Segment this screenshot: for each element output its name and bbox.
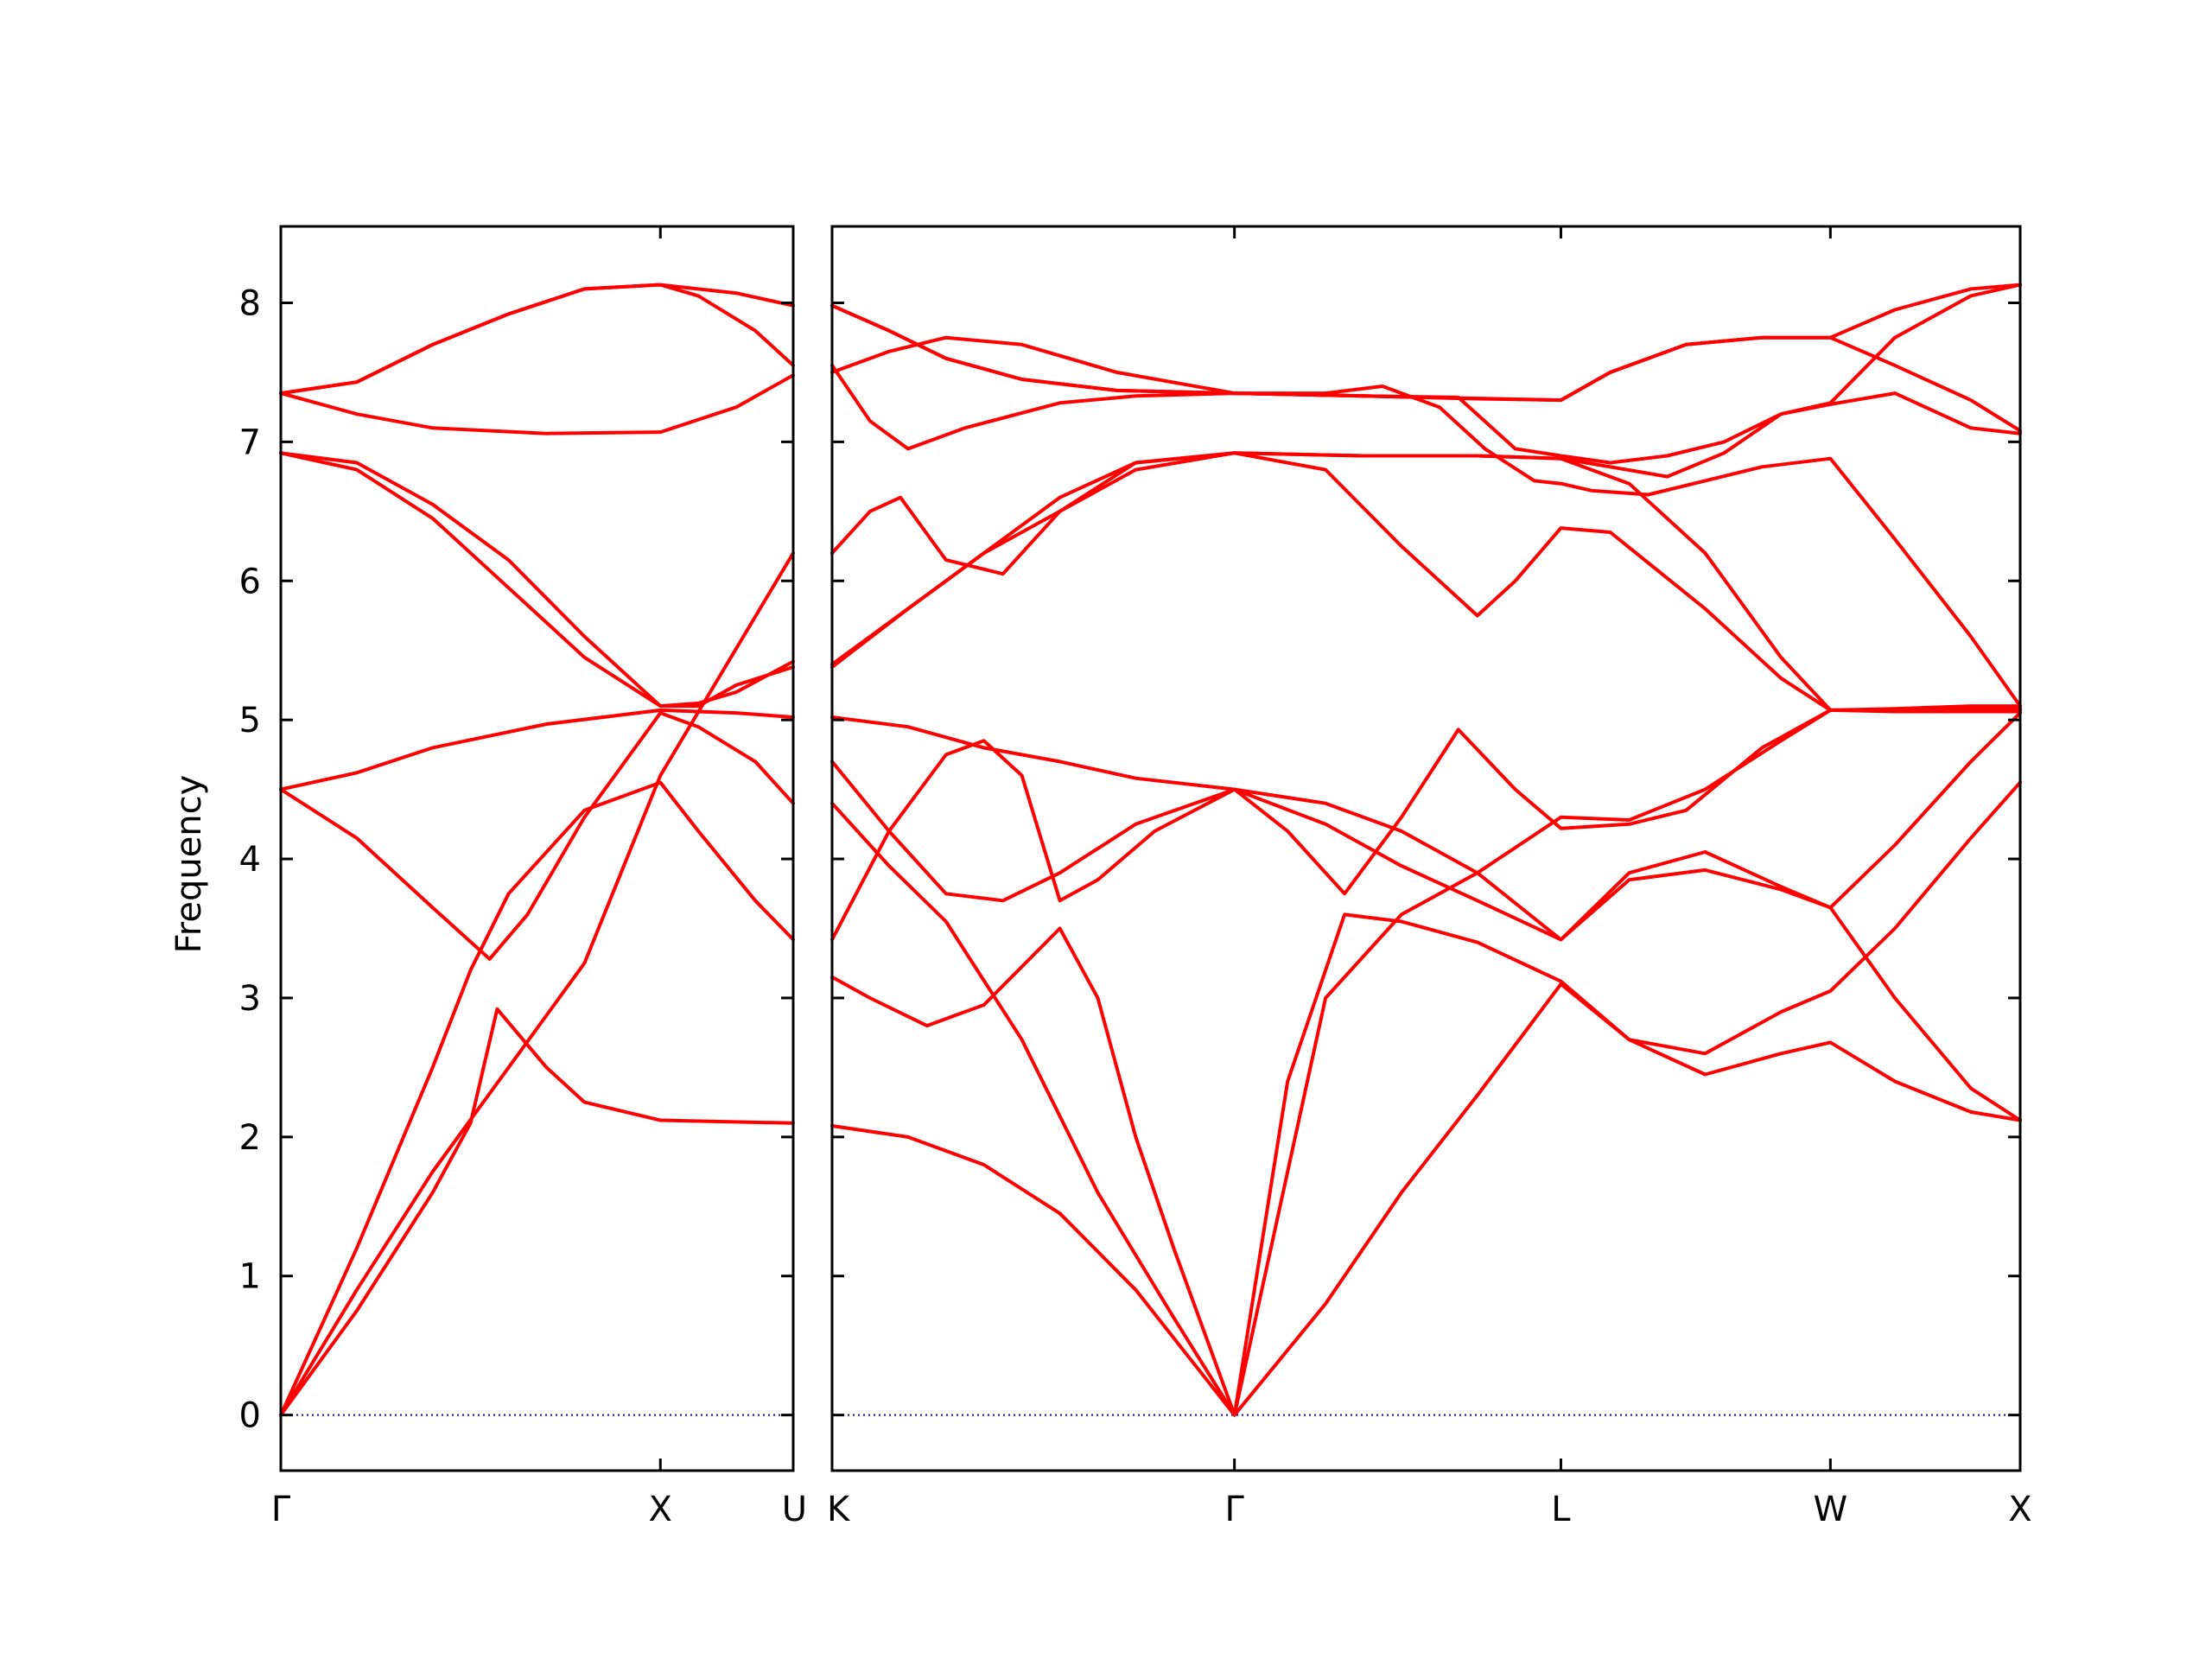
x-path-label-right-4: X <box>2008 1490 2031 1529</box>
x-path-label-right-0: K <box>827 1490 851 1529</box>
y-axis-ticks: 0 1 2 3 4 5 6 7 8 <box>239 283 261 1435</box>
band-left-5 <box>279 451 795 709</box>
y-tick-label-6: 6 <box>239 562 261 601</box>
x-path-label-left-0: Γ <box>271 1490 291 1529</box>
x-path-label-left-1: X <box>649 1490 672 1529</box>
band-left-3 <box>279 711 795 961</box>
band-left-4 <box>279 708 795 791</box>
band-right-5 <box>830 711 2022 942</box>
plot-frame-left <box>279 225 795 1472</box>
band-left-0 <box>279 551 795 1417</box>
x-path-label-right-1: Γ <box>1225 1490 1245 1529</box>
y-tick-label-5: 5 <box>239 701 261 741</box>
band-right-11 <box>830 283 2022 465</box>
y-axis-label: Frequency <box>169 775 209 954</box>
band-right-8 <box>830 391 2022 666</box>
band-right-1 <box>830 780 2022 1417</box>
band-left-6 <box>279 451 795 709</box>
y-tick-label-1: 1 <box>239 1257 261 1297</box>
y-tick-label-2: 2 <box>239 1118 261 1158</box>
y-tick-label-3: 3 <box>239 979 261 1019</box>
band-left-7 <box>279 373 795 435</box>
x-path-label-right-2: L <box>1551 1490 1571 1529</box>
band-left-9 <box>279 283 795 396</box>
band-left-2 <box>279 780 795 1417</box>
x-path-label-left-2: U <box>782 1490 807 1529</box>
band-right-3 <box>830 704 2022 1417</box>
x-path-label-right-3: W <box>1814 1490 1848 1529</box>
band-right-4 <box>830 760 2022 1122</box>
band-right-12 <box>830 283 2022 403</box>
band-right-0 <box>830 982 2022 1417</box>
y-tick-label-8: 8 <box>239 283 261 323</box>
y-tick-label-0: 0 <box>239 1396 261 1436</box>
plot-frame-right <box>830 225 2022 1472</box>
band-right-6 <box>830 451 2022 712</box>
band-right-10 <box>830 335 2022 709</box>
band-right-2 <box>830 708 2022 942</box>
y-tick-label-4: 4 <box>239 840 261 880</box>
band-left-8 <box>279 283 795 396</box>
band-left-1 <box>279 1007 795 1417</box>
band-right-7 <box>830 451 2022 714</box>
y-tick-label-7: 7 <box>239 423 261 462</box>
